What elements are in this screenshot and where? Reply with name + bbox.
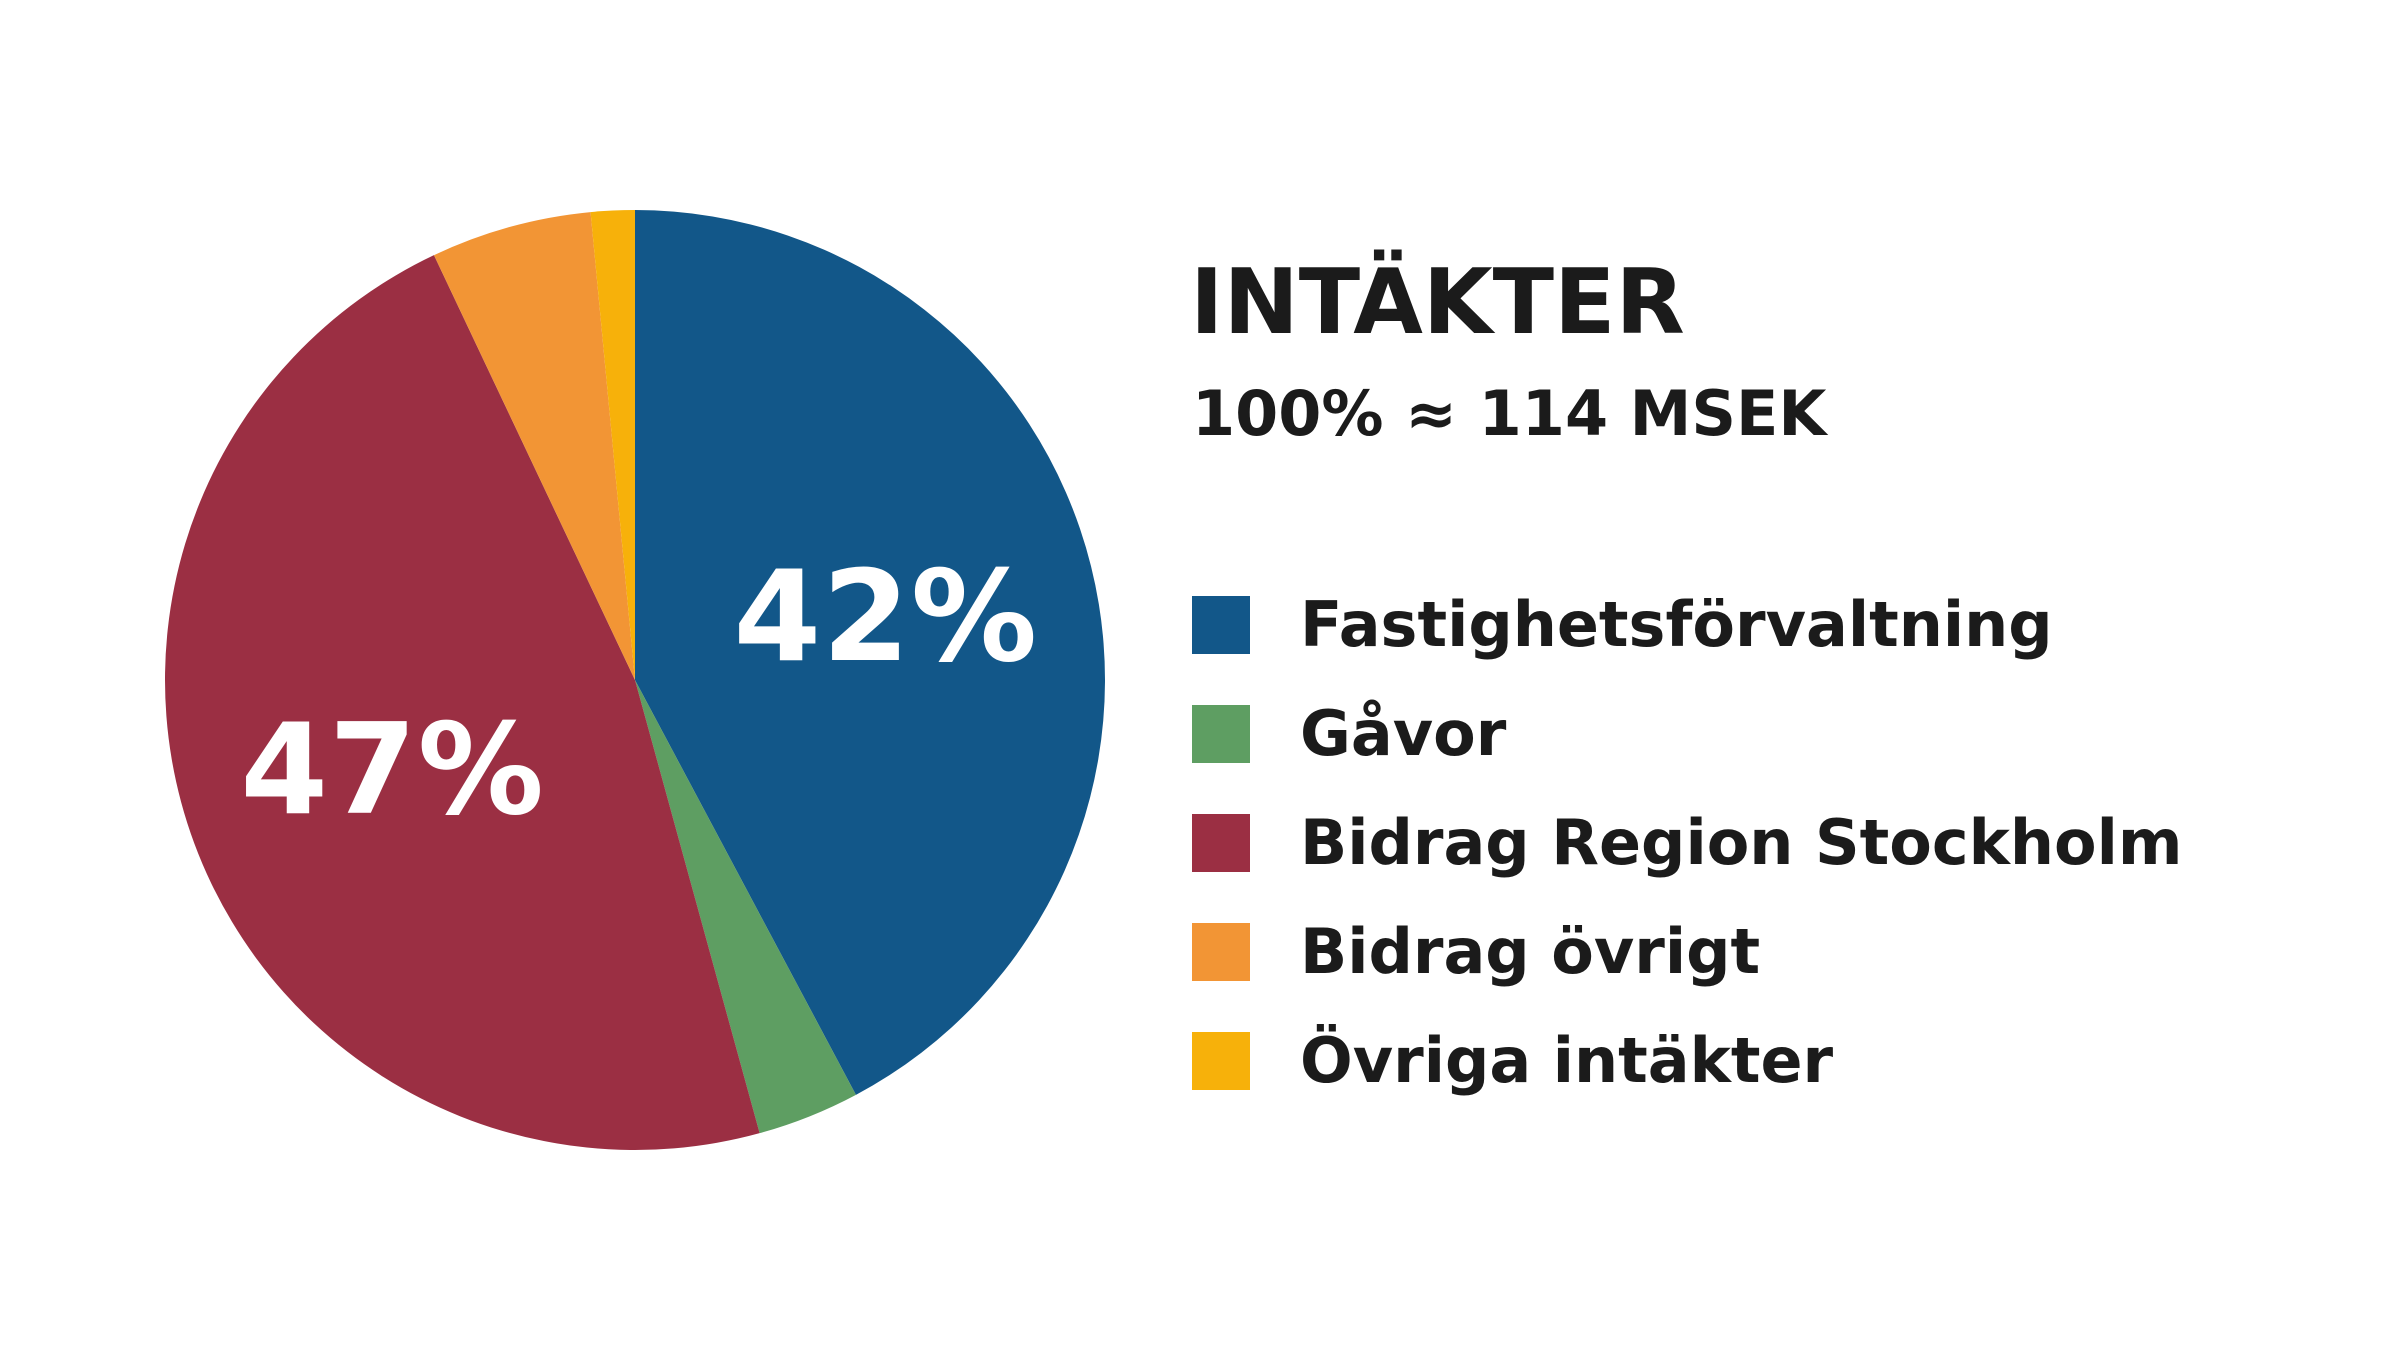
pie-slice-gavor xyxy=(635,680,856,1134)
legend-label: Bidrag övrigt xyxy=(1300,914,1761,988)
legend-item-ovriga-intakter: Övriga intäkter xyxy=(1192,1006,2182,1115)
pie-chart xyxy=(164,210,1105,1150)
pie-slice-bidrag-ovrigt xyxy=(433,212,635,680)
legend-swatch xyxy=(1192,922,1250,981)
legend-label: Övriga intäkter xyxy=(1300,1023,1834,1097)
pie-slice-bidrag-region-stockholm xyxy=(164,255,760,1150)
pie-slice-fastighetsforvaltning xyxy=(635,210,1105,1095)
legend-item-fastighetsforvaltning: Fastighetsförvaltning xyxy=(1192,570,2182,679)
pie-slice-ovriga-intakter xyxy=(590,210,635,680)
legend: Fastighetsförvaltning Gåvor Bidrag Region … xyxy=(1192,570,2182,1115)
chart-title: INTÄKTER xyxy=(1190,250,1685,355)
legend-label: Gåvor xyxy=(1300,696,1507,770)
legend-item-gavor: Gåvor xyxy=(1192,679,2182,788)
legend-swatch xyxy=(1192,1031,1250,1090)
legend-label: Fastighetsförvaltning xyxy=(1300,587,2053,661)
legend-swatch xyxy=(1192,813,1250,872)
legend-swatch xyxy=(1192,595,1250,654)
legend-label: Bidrag Region Stockholm xyxy=(1300,805,2183,879)
pie-label-bidrag-region-stockholm: 47% xyxy=(240,695,545,843)
chart-subtitle: 100% ≈ 114 MSEK xyxy=(1192,377,1827,450)
pie-label-fastighetsforvaltning: 42% xyxy=(733,543,1039,691)
legend-item-bidrag-region-stockholm: Bidrag Region Stockholm xyxy=(1192,788,2182,897)
legend-item-bidrag-ovrigt: Bidrag övrigt xyxy=(1192,897,2182,1006)
legend-swatch xyxy=(1192,704,1250,763)
